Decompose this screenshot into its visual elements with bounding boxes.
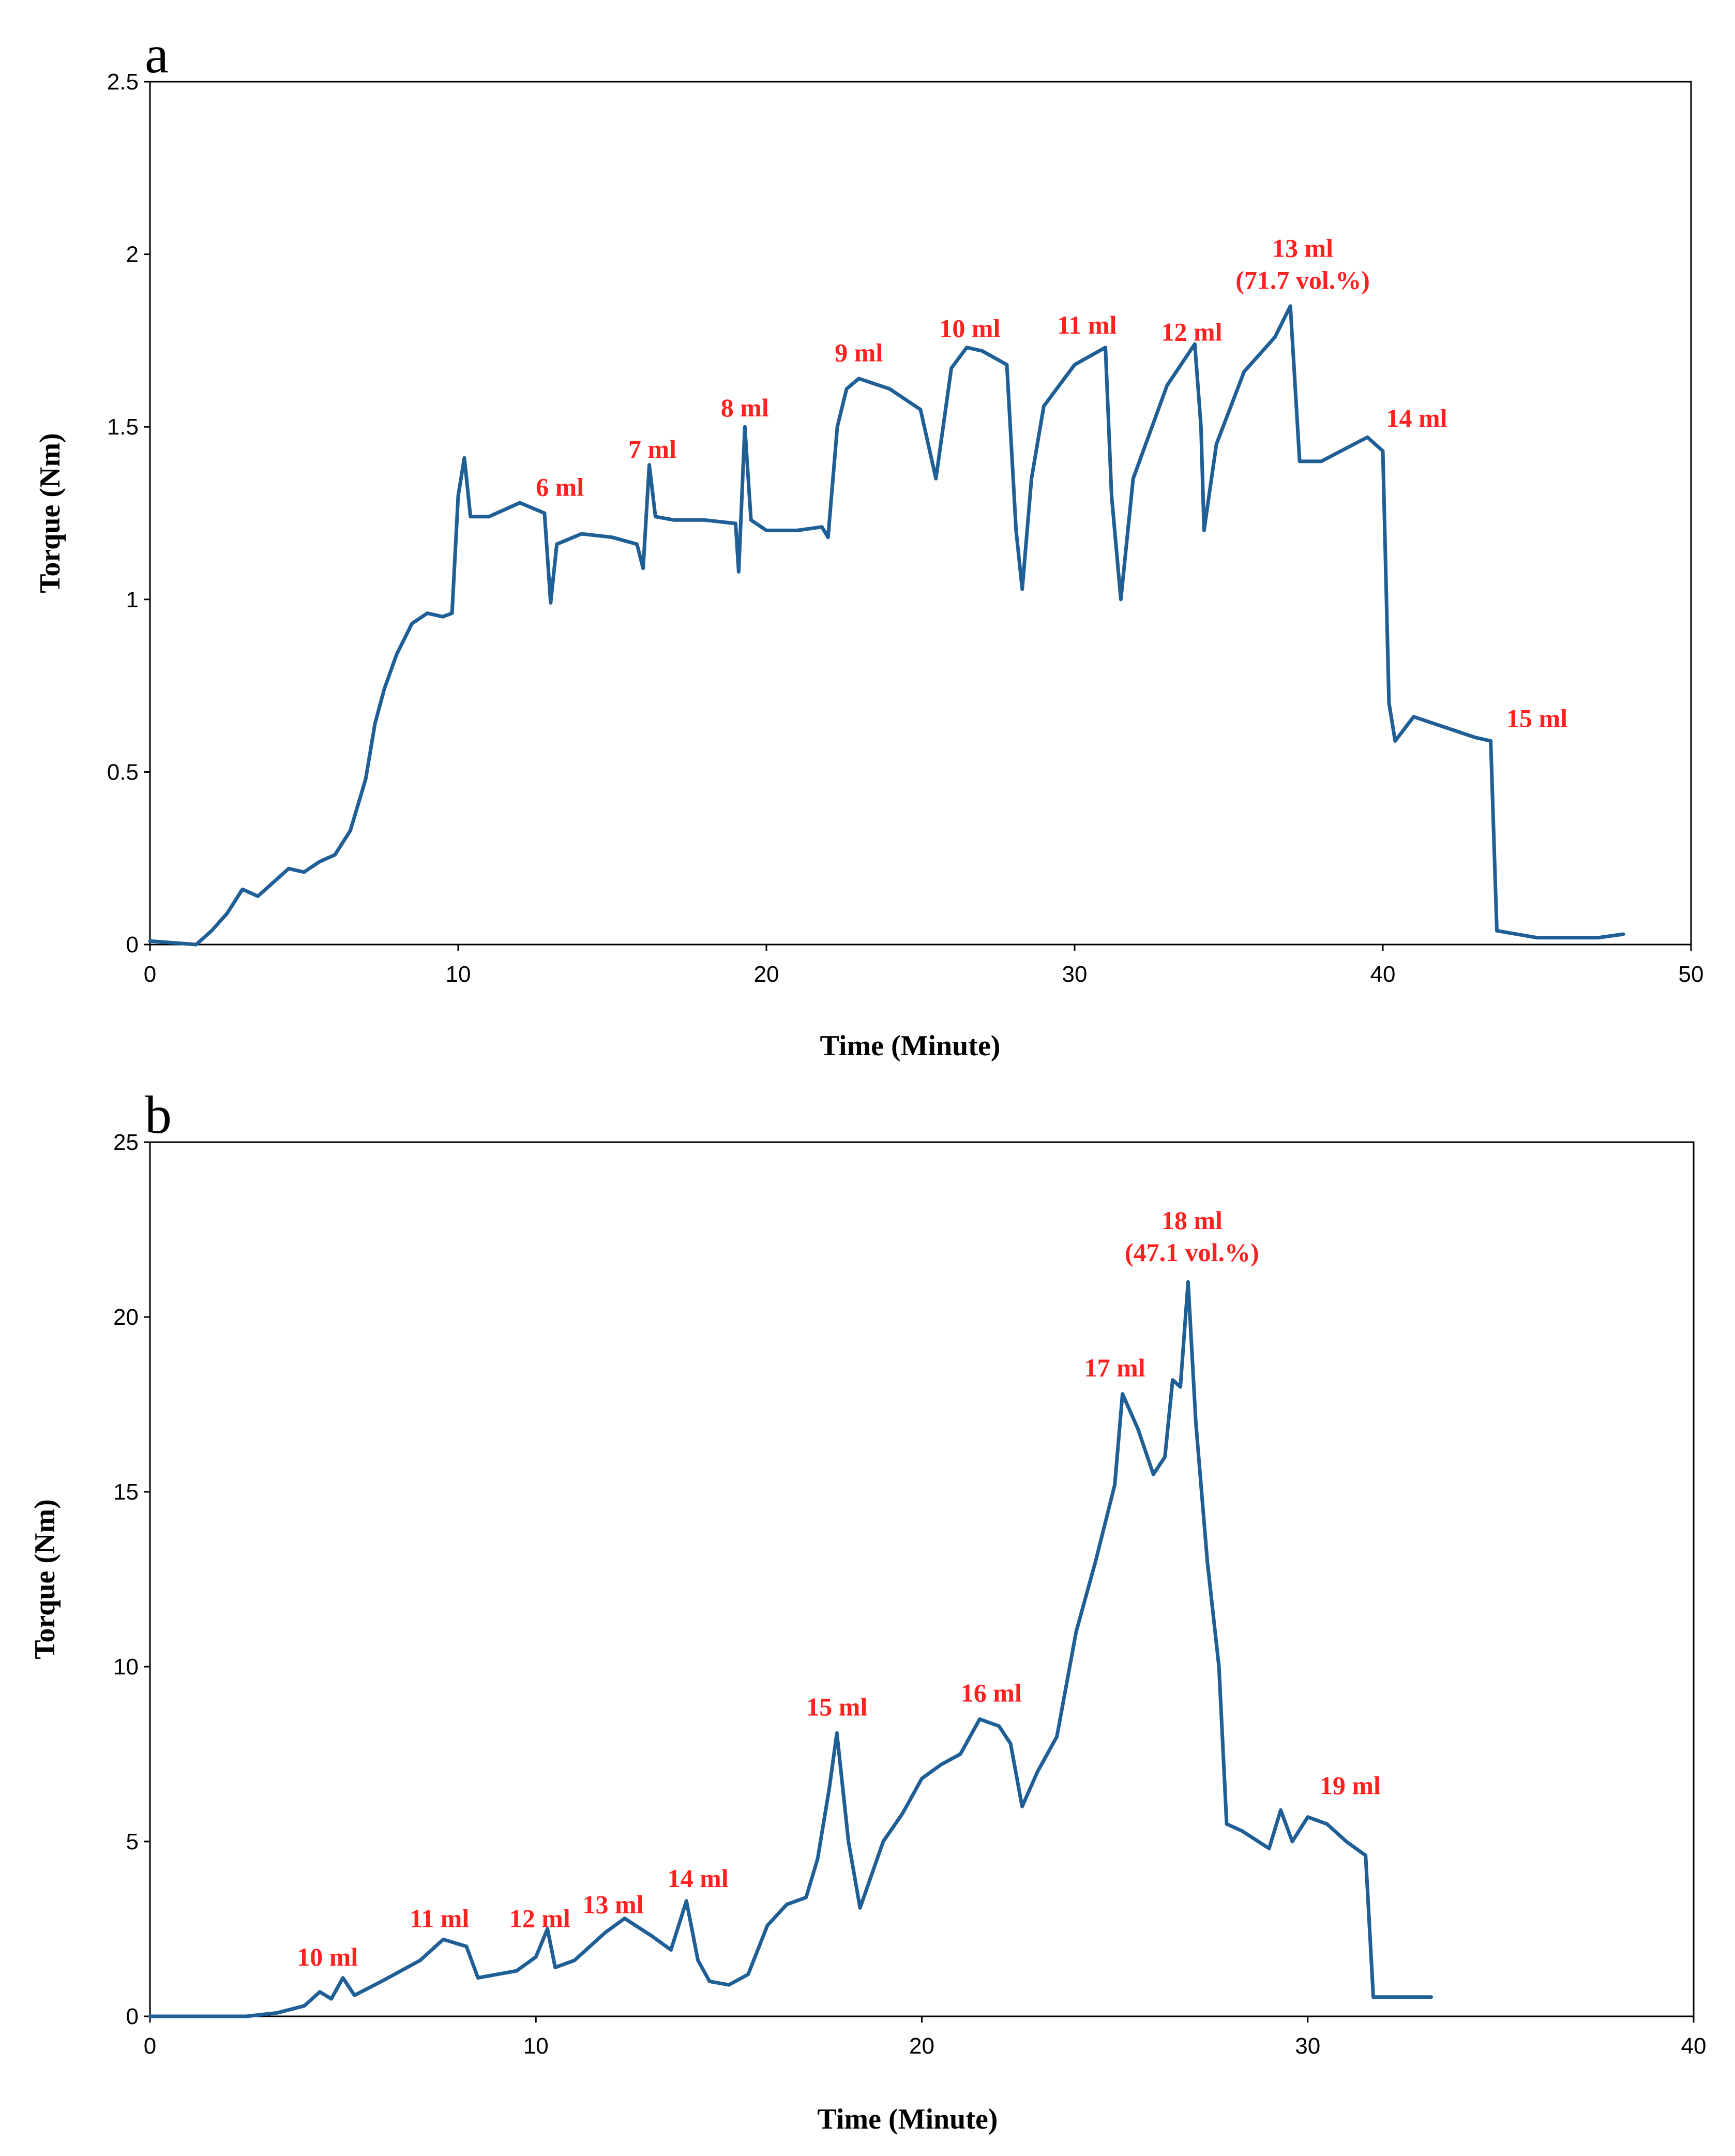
- annotation-label: 10 ml: [939, 314, 1000, 343]
- annotation-label: 11 ml: [410, 1904, 469, 1933]
- panel-a-x-ticks: 0 10 20 30 40 50: [144, 945, 1704, 987]
- panel-a-x-axis-title: Time (Minute): [820, 1030, 1001, 1062]
- x-tick-label: 30: [1062, 962, 1088, 987]
- panel-a-annotations: 6 ml 7 ml 8 ml 9 ml 10 ml 11 ml 12 ml 13 ml (71.…: [536, 233, 1567, 732]
- annotation-label: 14 ml: [1386, 403, 1447, 432]
- annotation-label: 12 ml: [509, 1904, 570, 1933]
- annotation-label: 12 ml: [1161, 317, 1222, 346]
- panel-a-letter: a: [145, 25, 169, 84]
- y-tick-label: 15: [113, 1479, 139, 1505]
- annotation-label: 18 ml: [1161, 1206, 1223, 1235]
- x-tick-label: 0: [144, 2033, 156, 2059]
- panel-b-letter: b: [145, 1085, 172, 1145]
- y-tick-label: 10: [113, 1654, 139, 1680]
- annotation-label: 16 ml: [961, 1679, 1022, 1708]
- panel-a-chart: a 0 0.5 1 1.5 2 2.5 0 10 20 30 40 50 6 ml 7 ml 8 ml 9…: [34, 25, 1703, 1062]
- panel-b-x-ticks: 0 10 20 30 40: [144, 2016, 1707, 2059]
- y-tick-label: 0: [126, 2004, 139, 2029]
- annotation-label: (47.1 vol.%): [1125, 1238, 1259, 1267]
- annotation-label: 13 ml: [1272, 233, 1333, 262]
- y-tick-label: 25: [113, 1130, 139, 1155]
- annotation-label: 7 ml: [628, 435, 676, 463]
- y-tick-label: 2: [126, 242, 139, 267]
- annotation-label: 11 ml: [1057, 310, 1117, 339]
- annotation-label: 8 ml: [721, 393, 769, 422]
- annotation-label: 19 ml: [1320, 1771, 1381, 1800]
- annotation-label: 15 ml: [1506, 704, 1567, 733]
- y-tick-label: 1.5: [107, 414, 139, 440]
- panel-b-y-axis-title: Torque (Nm): [29, 1499, 61, 1659]
- x-tick-label: 10: [523, 2033, 549, 2059]
- panel-b-x-axis-title: Time (Minute): [818, 2103, 998, 2135]
- x-tick-label: 10: [446, 962, 471, 987]
- y-tick-label: 0: [126, 932, 139, 957]
- annotation-label: 6 ml: [536, 473, 584, 502]
- panel-b-y-ticks: 0 5 10 15 20 25: [113, 1130, 150, 2029]
- annotation-label: (71.7 vol.%): [1235, 265, 1370, 294]
- annotation-label: 14 ml: [668, 1864, 729, 1893]
- panel-b-annotations: 10 ml 11 ml 12 ml 13 ml 14 ml 15 ml 16 ml 17 ml…: [297, 1206, 1381, 1971]
- panel-a-y-axis-title: Torque (Nm): [34, 433, 66, 593]
- x-tick-label: 40: [1370, 962, 1396, 987]
- y-tick-label: 0.5: [107, 759, 139, 785]
- x-tick-label: 30: [1295, 2033, 1320, 2059]
- x-tick-label: 20: [909, 2033, 934, 2059]
- y-tick-label: 5: [126, 1829, 139, 1854]
- panel-b-plot-frame: [149, 1141, 1695, 2017]
- annotation-label: 13 ml: [582, 1890, 643, 1919]
- panel-b-torque-line: [148, 1280, 1434, 2018]
- y-tick-label: 20: [113, 1305, 139, 1330]
- x-tick-label: 20: [754, 962, 779, 987]
- y-tick-label: 2.5: [107, 69, 139, 95]
- panel-b-chart: b 0 5 10 15 20 25 0 10 20 30 40 10 ml 11 ml 12 ml 13…: [29, 1085, 1706, 2135]
- x-tick-label: 40: [1681, 2033, 1707, 2059]
- panel-a-y-ticks: 0 0.5 1 1.5 2 2.5: [107, 69, 150, 957]
- y-tick-label: 1: [126, 587, 139, 612]
- x-tick-label: 0: [144, 962, 156, 987]
- annotation-label: 15 ml: [806, 1693, 867, 1721]
- annotation-label: 10 ml: [297, 1942, 358, 1971]
- x-tick-label: 50: [1679, 962, 1704, 987]
- annotation-label: 9 ml: [835, 338, 883, 367]
- annotation-label: 17 ml: [1084, 1353, 1145, 1382]
- panel-a-plot-frame: [149, 81, 1692, 946]
- panel-a-torque-line: [148, 304, 1625, 947]
